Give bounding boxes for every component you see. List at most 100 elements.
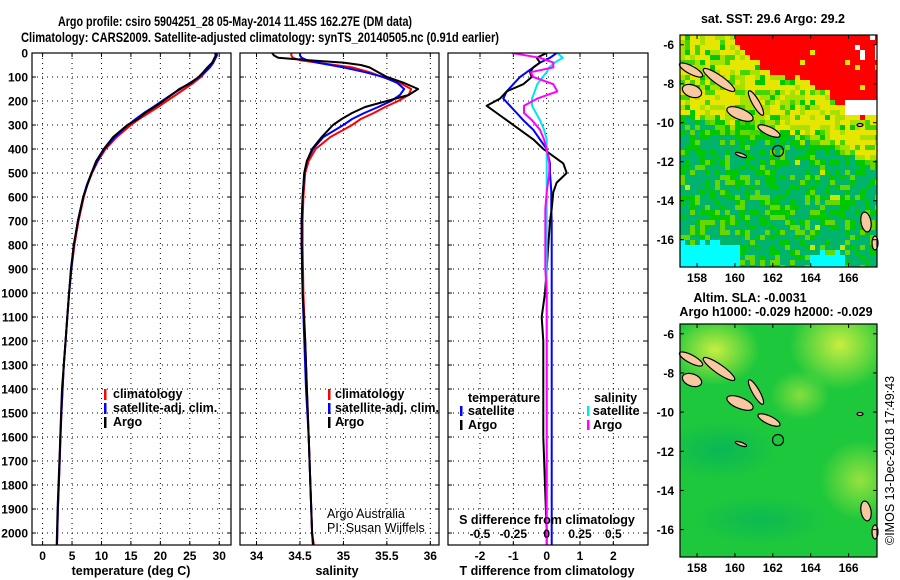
sst-cell bbox=[705, 185, 711, 191]
sst-cell bbox=[860, 255, 866, 261]
sst-cell bbox=[685, 110, 691, 116]
sst-cell bbox=[835, 255, 841, 261]
sst-cell bbox=[770, 225, 776, 231]
sst-cell bbox=[685, 265, 691, 267]
sst-cell bbox=[720, 185, 726, 191]
sst-cell bbox=[825, 235, 831, 241]
sst-cell bbox=[685, 240, 691, 246]
sst-cell bbox=[845, 220, 851, 226]
sst-cell bbox=[855, 75, 861, 81]
sst-cell bbox=[750, 130, 756, 136]
sst-cell bbox=[795, 135, 801, 141]
sst-cell bbox=[820, 200, 826, 206]
sst-cell bbox=[830, 260, 836, 266]
sst-cell bbox=[835, 55, 841, 61]
sst-cell bbox=[875, 70, 877, 76]
sst-cell bbox=[860, 75, 866, 81]
sst-cell bbox=[735, 80, 741, 86]
sst-cell bbox=[765, 120, 771, 126]
sst-cell bbox=[745, 240, 751, 246]
sst-cell bbox=[865, 255, 871, 261]
sst-cell bbox=[750, 65, 756, 71]
sst-cell bbox=[780, 230, 786, 236]
sst-cell bbox=[765, 260, 771, 266]
sst-cell bbox=[745, 260, 751, 266]
sst-cell bbox=[710, 185, 716, 191]
sst-cell bbox=[780, 100, 786, 106]
sst-cell bbox=[800, 35, 806, 41]
sst-cell bbox=[810, 155, 816, 161]
sst-cell bbox=[860, 190, 866, 196]
sst-cell bbox=[805, 80, 811, 86]
sst-cell bbox=[765, 210, 771, 216]
sst-cell bbox=[810, 235, 816, 241]
sst-cell bbox=[760, 60, 766, 66]
sst-cell bbox=[775, 120, 781, 126]
sst-cell bbox=[780, 225, 786, 231]
sst-cell bbox=[745, 40, 751, 46]
sst-cell bbox=[695, 235, 701, 241]
sst-cell bbox=[765, 170, 771, 176]
sst-cell bbox=[795, 230, 801, 236]
sst-cell bbox=[785, 60, 791, 66]
sst-cell bbox=[765, 225, 771, 231]
sst-cell bbox=[850, 35, 856, 41]
sst-cell bbox=[840, 180, 846, 186]
sst-cell bbox=[870, 175, 876, 181]
sst-cell bbox=[705, 160, 711, 166]
sst-cell bbox=[750, 50, 756, 56]
sst-cell bbox=[825, 175, 831, 181]
sst-cell bbox=[870, 205, 876, 211]
sst-cell bbox=[775, 60, 781, 66]
x-tick-label: 34 bbox=[250, 549, 264, 563]
sst-cell bbox=[750, 160, 756, 166]
sst-cell bbox=[720, 220, 726, 226]
sst-cell bbox=[755, 190, 761, 196]
sst-cell bbox=[705, 100, 711, 106]
x-tick-label: 5 bbox=[69, 549, 76, 563]
sst-cell bbox=[865, 115, 871, 121]
sst-cell bbox=[720, 120, 726, 126]
sst-cell bbox=[795, 45, 801, 51]
sst-cell bbox=[875, 115, 877, 121]
sst-cell bbox=[805, 125, 811, 131]
sst-cell bbox=[695, 185, 701, 191]
sst-cell bbox=[750, 235, 756, 241]
sst-cell bbox=[735, 45, 741, 51]
sst-cell bbox=[695, 60, 701, 66]
sst-cell bbox=[860, 195, 866, 201]
sst-cell bbox=[815, 65, 821, 71]
sst-cell bbox=[720, 265, 726, 267]
sst-cell bbox=[855, 120, 861, 126]
legend-label-temperature-satellite: satellite bbox=[468, 404, 515, 418]
sst-cell bbox=[795, 115, 801, 121]
sst-cell bbox=[830, 205, 836, 211]
sst-cell bbox=[835, 175, 841, 181]
sst-cell bbox=[785, 70, 791, 76]
sst-cell bbox=[790, 235, 796, 241]
sst-cell bbox=[830, 255, 836, 261]
sst-cell bbox=[800, 155, 806, 161]
sst-cell bbox=[800, 60, 806, 66]
sst-cell bbox=[735, 200, 741, 206]
sst-cell bbox=[725, 165, 731, 171]
sst-cell bbox=[695, 100, 701, 106]
sst-cell bbox=[825, 60, 831, 66]
sst-cell bbox=[715, 200, 721, 206]
sst-cell bbox=[775, 155, 781, 161]
sst-cell bbox=[790, 125, 796, 131]
sst-cell bbox=[770, 75, 776, 81]
sst-cell bbox=[720, 155, 726, 161]
sst-cell bbox=[835, 45, 841, 51]
sst-cell bbox=[710, 55, 716, 61]
sst-cell bbox=[810, 230, 816, 236]
sst-cell bbox=[695, 145, 701, 151]
sst-cell bbox=[865, 35, 871, 41]
sst-cell bbox=[750, 80, 756, 86]
sst-cell bbox=[875, 255, 877, 261]
lat-tick-label: -14 bbox=[657, 194, 675, 208]
s-difference-axis-label: S difference from climatology bbox=[459, 513, 635, 527]
sst-cell bbox=[780, 55, 786, 61]
sst-cell bbox=[785, 150, 791, 156]
